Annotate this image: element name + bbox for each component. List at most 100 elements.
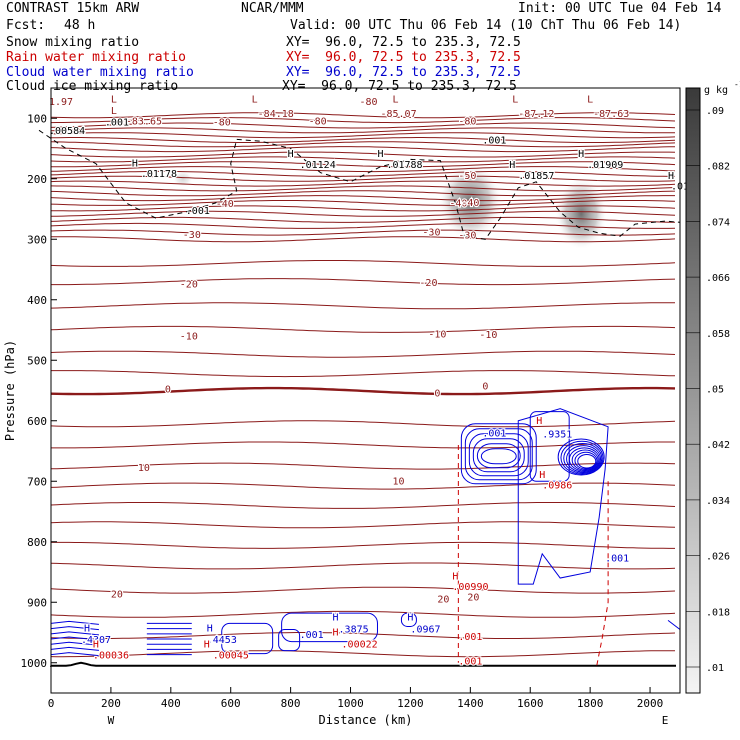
model-title: CONTRAST 15km ARW xyxy=(6,1,140,16)
contour-label: -80 xyxy=(309,116,327,127)
stratus-contour xyxy=(50,626,99,631)
contour-label: -85.07 xyxy=(380,109,416,120)
isotherm-zero-line xyxy=(50,386,676,396)
isotherm-line xyxy=(50,521,676,529)
cloud-water-contour xyxy=(472,438,525,473)
contour-labels: 1.97 LL-83.65 -80L-84.18-80-80 L-85.07-80L-… xyxy=(48,93,696,668)
contour-label: H xyxy=(407,612,413,623)
stratus-contour xyxy=(50,641,99,646)
colorbar-tick-label: .05 xyxy=(706,385,724,396)
isotherm-line xyxy=(50,170,675,177)
isotherm-line xyxy=(50,260,676,267)
cloud-water-contour xyxy=(468,433,529,477)
legend-rain-name: Rain water mixing ratio xyxy=(6,50,187,65)
contour-label: L xyxy=(111,95,117,106)
contour-label: .0986 xyxy=(542,481,572,492)
cloud-water-contour xyxy=(574,451,598,470)
isotherm-line xyxy=(50,502,676,509)
isotherm-line xyxy=(50,222,676,229)
colorbar-unit: g kg xyxy=(704,85,728,96)
colorbar-tick-label: .026 xyxy=(706,552,730,563)
contour-label: H xyxy=(207,623,213,634)
isotherm-line xyxy=(50,650,675,658)
contour-label: .001 xyxy=(186,206,210,217)
stratus-contour xyxy=(278,628,301,652)
legend-snow-xy: XY= 96.0, 72.5 to 235.3, 72.5 xyxy=(286,35,521,50)
contour-label: 20 xyxy=(437,594,449,605)
contour-label: H xyxy=(204,640,210,651)
legend-cloudwater-name: Cloud water mixing ratio xyxy=(6,65,194,80)
y-tick-label: 200 xyxy=(27,173,47,186)
isotherm-line xyxy=(50,127,675,134)
contour-label: 1.97 xyxy=(49,97,73,108)
isotherm-line xyxy=(50,195,675,202)
isotherm-line xyxy=(51,370,676,378)
contour-label: -30 xyxy=(458,231,476,242)
cloud-water-contour xyxy=(460,423,537,485)
isotherm-line xyxy=(50,350,676,358)
y-tick-label: 1000 xyxy=(21,657,48,670)
east-label: E xyxy=(662,714,669,727)
cloud-water-contours xyxy=(50,408,681,657)
x-tick-label: 1600 xyxy=(517,697,544,710)
contour-label: .001 xyxy=(458,657,482,668)
contour-label: .01124 xyxy=(300,160,336,171)
rain-contours xyxy=(457,444,609,669)
cloud-water-contour xyxy=(464,428,533,481)
stratus-contour xyxy=(281,612,378,643)
contour-label: 10 xyxy=(138,463,150,474)
stratus-contour xyxy=(50,646,99,651)
cloud-water-contour xyxy=(571,449,599,471)
legend-cloudwater-xy: XY= 96.0, 72.5 to 235.3, 72.5 xyxy=(286,65,521,80)
colorbar-tick-label: .01 xyxy=(706,663,724,674)
contour-label: .00990 xyxy=(452,582,488,593)
x-tick-label: 200 xyxy=(101,697,121,710)
colorbar-ramp xyxy=(685,87,701,694)
isotherm-line xyxy=(50,175,676,182)
contour-label: -40 xyxy=(449,199,467,210)
isotherm-line xyxy=(50,141,676,148)
x-axis-title: Distance (km) xyxy=(319,713,413,727)
rain-contour xyxy=(595,481,609,669)
isotherm-line xyxy=(50,190,676,197)
legend-snow-name: Snow mixing ratio xyxy=(6,35,140,50)
contour-label: 0 xyxy=(434,389,440,400)
x-tick-label: 400 xyxy=(161,697,181,710)
contour-label: .001 xyxy=(105,118,129,129)
contour-label: -20 xyxy=(419,278,437,289)
contour-label: .001 xyxy=(300,630,324,641)
stratus-contour xyxy=(667,620,681,630)
snow-max-blob xyxy=(438,163,503,240)
fcst-label: Fcst: xyxy=(6,18,46,33)
isotherm-line xyxy=(50,112,676,119)
y-tick-label: 700 xyxy=(27,475,47,488)
x-tick-label: 600 xyxy=(221,697,241,710)
west-label: W xyxy=(108,714,115,727)
colorbar-tick-label: .042 xyxy=(706,440,730,451)
isotherm-line xyxy=(50,180,676,187)
isotherm-line xyxy=(51,278,676,286)
contour-label: H xyxy=(288,149,294,160)
contour-label: H xyxy=(132,159,138,170)
x-tick-label: 800 xyxy=(281,697,301,710)
isotherm-line xyxy=(51,161,676,168)
contour-label: .9351 xyxy=(542,430,572,441)
contour-label: -40 xyxy=(461,198,479,209)
contour-label: -10 xyxy=(180,332,198,343)
cloud-water-contour xyxy=(563,442,603,474)
isotherm-line xyxy=(51,541,675,549)
stratus-contour xyxy=(50,652,99,657)
y-tick-label: 900 xyxy=(27,596,47,609)
isotherm-line xyxy=(50,229,676,236)
contour-label: L xyxy=(512,95,518,106)
colorbar-tick-label: .034 xyxy=(706,496,730,507)
axes: 0 200 400 600 800 1000 1200 1400 1600 1800 2000100… xyxy=(3,87,681,727)
contour-label: L xyxy=(392,95,398,106)
colorbar-tick-label: .018 xyxy=(706,607,730,618)
x-tick-label: 1800 xyxy=(577,697,604,710)
contour-label: H xyxy=(452,571,458,582)
isotherm-line xyxy=(50,151,676,158)
contour-label: L xyxy=(111,106,117,117)
isotherm-line xyxy=(50,632,676,639)
stratus-contour xyxy=(400,612,417,627)
